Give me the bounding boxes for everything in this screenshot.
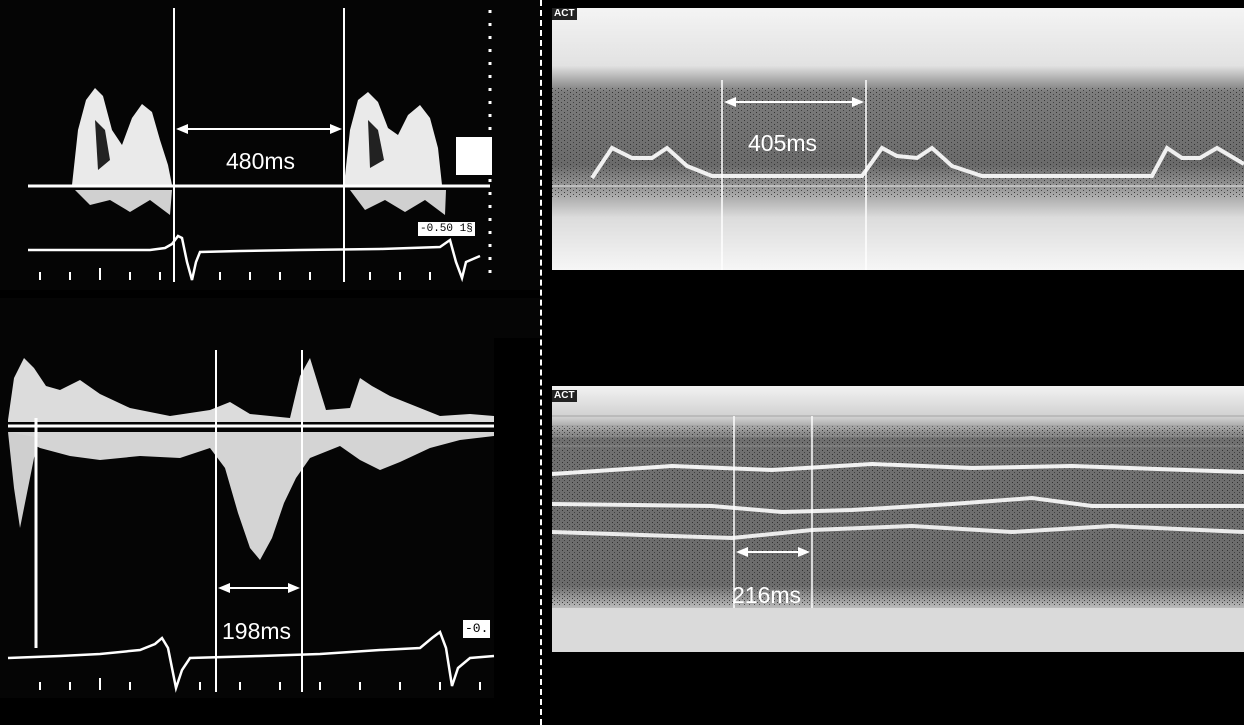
marker-box bbox=[456, 137, 492, 175]
scale-tag-bottom-left: -0. bbox=[463, 620, 491, 638]
ecg-trace-bottom bbox=[7, 629, 495, 693]
mmode-panel-bottom-right: ACT 216ms bbox=[552, 386, 1244, 652]
doppler-trace-bottom bbox=[0, 298, 540, 698]
panel-divider bbox=[540, 0, 542, 725]
doppler-lower-band bbox=[8, 432, 494, 560]
corner-label-bottom-right: ACT bbox=[552, 390, 577, 402]
time-ticks-top bbox=[39, 268, 431, 280]
ecg-trace-top bbox=[28, 234, 481, 283]
doppler-upper-band bbox=[8, 358, 494, 422]
mmode-image-top bbox=[552, 8, 1244, 270]
corner-label-top-right: ACT bbox=[552, 8, 577, 20]
scale-tag-top-left: -0.50 1§ bbox=[418, 222, 475, 236]
mmode-image-bottom bbox=[552, 386, 1244, 652]
doppler-envelope-1 bbox=[72, 88, 172, 185]
measurement-label-216ms: 216ms bbox=[732, 582, 802, 608]
doppler-panel-bottom-left: 198ms -0. bbox=[0, 298, 540, 698]
mmode-panel-top-right: ACT 405ms bbox=[552, 8, 1244, 270]
doppler-trace-top bbox=[0, 0, 540, 290]
wall-line-2 bbox=[552, 495, 1244, 515]
doppler-envelope-2 bbox=[344, 92, 442, 185]
doppler-panel-top-left: 480ms -0.50 1§ bbox=[0, 0, 540, 290]
wall-line-1 bbox=[552, 461, 1244, 476]
wall-line-3 bbox=[552, 523, 1244, 541]
measurement-label-480ms: 480ms bbox=[226, 148, 296, 174]
measurement-label-405ms: 405ms bbox=[748, 130, 818, 156]
measurement-label-198ms: 198ms bbox=[222, 618, 292, 644]
valve-motion-line bbox=[590, 145, 1244, 180]
time-ticks-bottom bbox=[39, 678, 481, 690]
